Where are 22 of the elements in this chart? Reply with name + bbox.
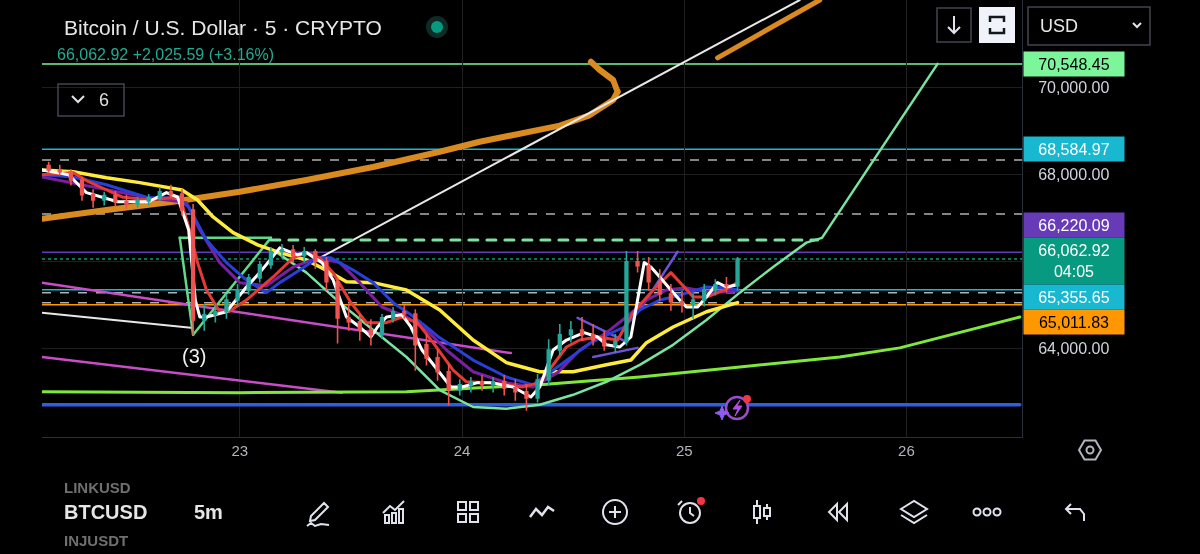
ref-line-label: 68,584.97 — [1038, 140, 1110, 158]
annotation: 6 — [99, 90, 110, 110]
x-tick-label: 26 — [898, 442, 915, 459]
ref-line-label: 65,011.83 — [1038, 313, 1110, 331]
x-tick-label: 25 — [675, 442, 693, 459]
x-tick-label: 23 — [231, 442, 249, 459]
ref-line-label: 66,062.92 04:05 — [1038, 242, 1110, 280]
ref-line-label: 70,548.45 — [1038, 55, 1110, 73]
text: LINKUSD — [64, 479, 131, 496]
y-tick-label: 70,000.00 — [1038, 79, 1110, 97]
ref-line-label: 66,220.09 — [1038, 216, 1110, 234]
text: Bitcoin / U.S. Dollar · 5 · CRYPTO — [64, 16, 382, 39]
text: INJUSDT — [64, 532, 129, 549]
text: BTCUSD — [64, 501, 148, 523]
text: 66,062.92 +2,025.59 (+3.16%) — [57, 46, 275, 63]
annotation: (3) — [182, 345, 207, 367]
text: USD — [1040, 16, 1079, 36]
y-tick-label: 68,000.00 — [1038, 166, 1110, 184]
text: 5m — [194, 501, 223, 523]
y-tick-label: 64,000.00 — [1038, 340, 1110, 358]
ref-line-label: 65,355.65 — [1038, 288, 1110, 306]
x-tick-label: 24 — [453, 442, 471, 459]
